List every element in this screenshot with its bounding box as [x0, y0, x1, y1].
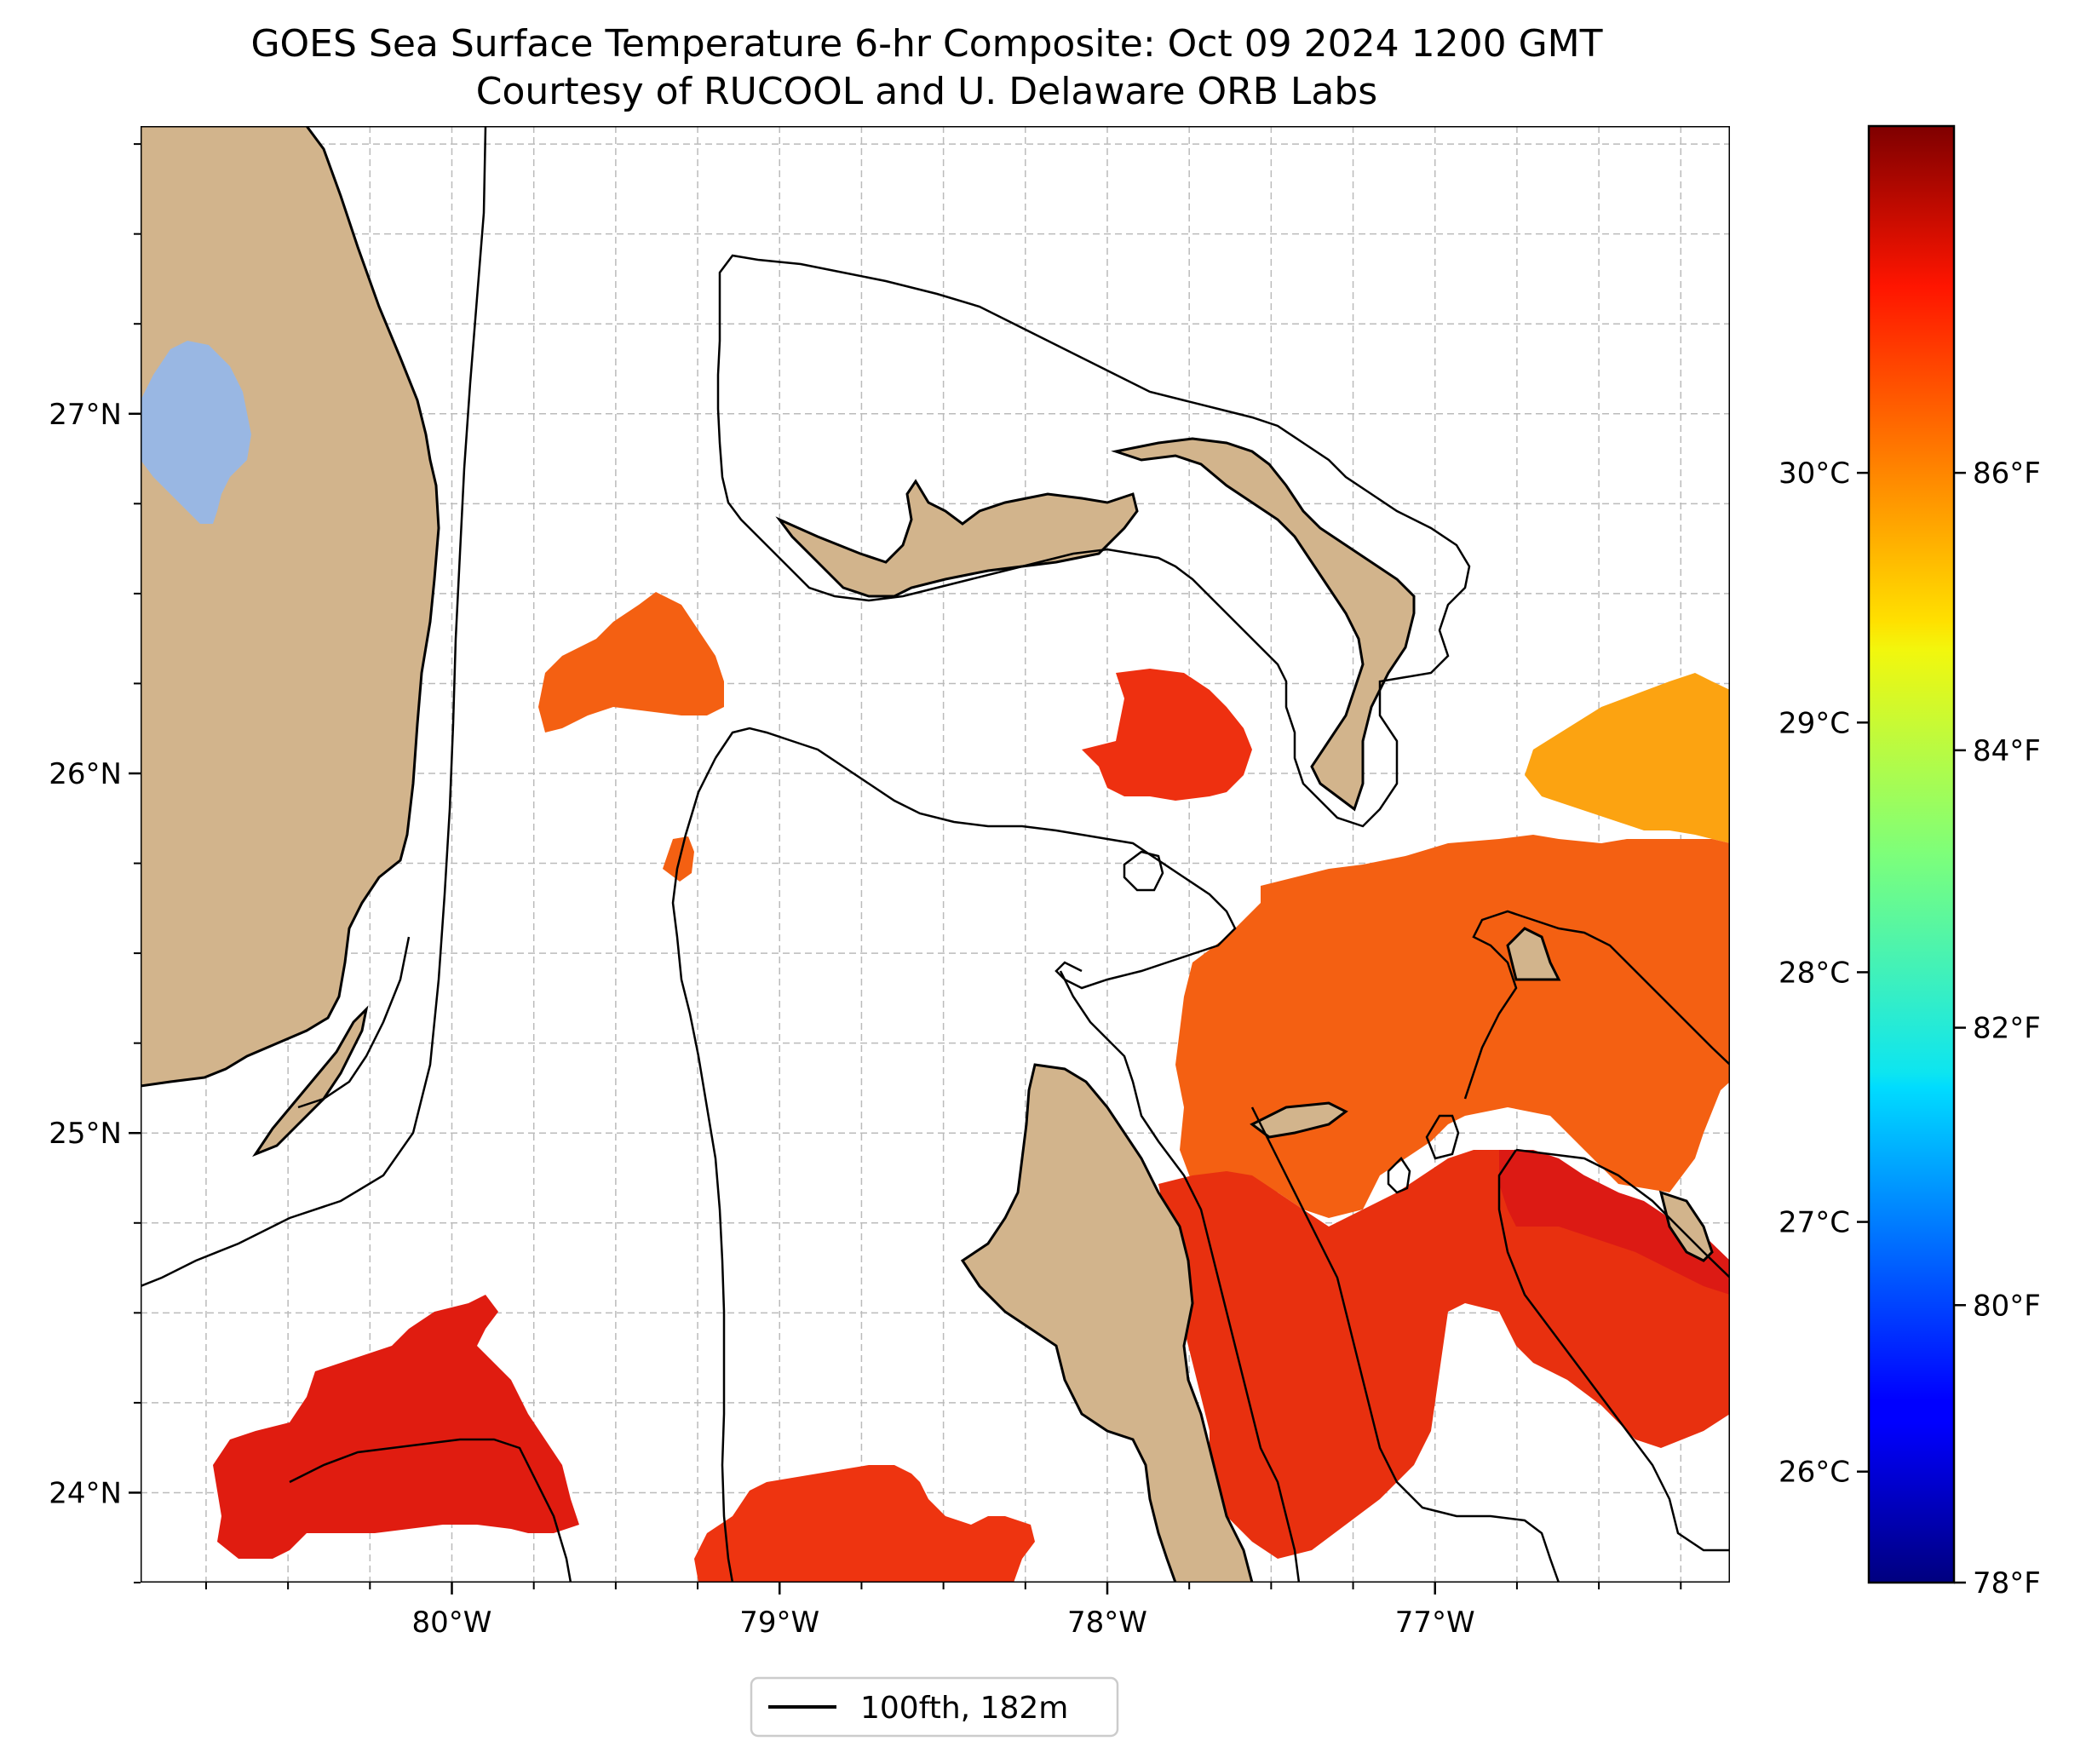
isobath-andros-east — [1059, 970, 1301, 1583]
exuma-island-land — [1250, 1101, 1348, 1139]
map-area — [141, 126, 1730, 1583]
map-title: GOES Sea Surface Temperature 6-hr Compos… — [250, 22, 1602, 66]
isobath-small-loop-2 — [1425, 1114, 1460, 1160]
isobath-florida-straits-south — [289, 1438, 572, 1583]
colorbar-f-label: 78°F — [1973, 1566, 2041, 1600]
legend-label: 100fth, 182m — [860, 1691, 1068, 1726]
lat-tick-label: 24°N — [49, 1476, 122, 1510]
isobath-florida-east — [141, 126, 487, 1288]
eleuthera-land — [1506, 927, 1561, 981]
legend: 100fth, 182m — [750, 1676, 1119, 1738]
colorbar-f-label: 82°F — [1973, 1012, 2041, 1046]
lon-tick-label: 80°W — [412, 1606, 492, 1640]
isobath-small-loop-1 — [1123, 850, 1164, 892]
sst-patch-southwest-red — [213, 1295, 579, 1559]
lon-tick-label: 78°W — [1067, 1606, 1147, 1640]
sst-patch-north-orange — [538, 592, 724, 733]
lon-tick-label: 77°W — [1395, 1606, 1475, 1640]
colorbar-f-label: 84°F — [1973, 734, 2041, 768]
abaco-land — [1111, 437, 1416, 812]
isobath-tongue-of-ocean — [1250, 1106, 1560, 1583]
isobath-florida-inner — [297, 936, 411, 1109]
sst-patch-southeast-deepred — [1499, 1150, 1730, 1295]
lat-tick-label: 26°N — [49, 757, 122, 791]
colorbar-c-label: 26°C — [1779, 1456, 1850, 1490]
colorbar-c-label: 28°C — [1779, 956, 1850, 990]
legend-box — [750, 1676, 1119, 1738]
sst-patch-small-orange — [663, 836, 694, 882]
isobath-exuma-loop — [1497, 1148, 1730, 1552]
isobath-lbb-north — [716, 254, 1471, 828]
isobath-exuma-sound — [1463, 910, 1730, 1100]
keys-land — [252, 1005, 369, 1158]
andros-land — [960, 1063, 1254, 1583]
lon-tick-label: 79°W — [739, 1606, 819, 1640]
map-subtitle: Courtesy of RUCOOL and U. Delaware ORB L… — [476, 70, 1377, 113]
isobath-gbb-west — [671, 757, 734, 1583]
land-layer — [141, 126, 1714, 1583]
colorbar: 78°F 80°F 82°F 84°F 86°F 26°C 27°C 28°C 29°C 30°C — [1779, 124, 2041, 1600]
isobath-small-loop-3 — [1387, 1157, 1411, 1194]
lake-okeechobee — [141, 341, 251, 524]
sst-patch-central-red — [1082, 669, 1252, 801]
colorbar-c-label: 29°C — [1779, 706, 1850, 740]
colorbar-f-label: 80°F — [1973, 1289, 2041, 1323]
sst-patch-east-amber — [1525, 673, 1730, 843]
colorbar-c-label: 27°C — [1779, 1206, 1850, 1240]
lat-tick-label: 25°N — [49, 1117, 122, 1151]
isobath-gbb-north — [714, 727, 1237, 990]
isobath-contours — [141, 126, 1730, 1583]
colorbar-c-label: 30°C — [1779, 457, 1850, 491]
colorbar-gradient — [1867, 124, 1956, 1584]
axis-ticks: 80°W 79°W 78°W 77°W 24°N 25°N 26°N 27°N — [49, 143, 1682, 1640]
colorbar-f-label: 86°F — [1973, 457, 2041, 491]
sst-patch-south-red — [1158, 1150, 1730, 1559]
colorbar-ticks: 78°F 80°F 82°F 84°F 86°F 26°C 27°C 28°C 29°C 30°C — [1779, 457, 2041, 1600]
sst-patch-south-center-red — [694, 1465, 1035, 1583]
lat-tick-label: 27°N — [49, 398, 122, 432]
sst-data-layer — [213, 592, 1730, 1583]
